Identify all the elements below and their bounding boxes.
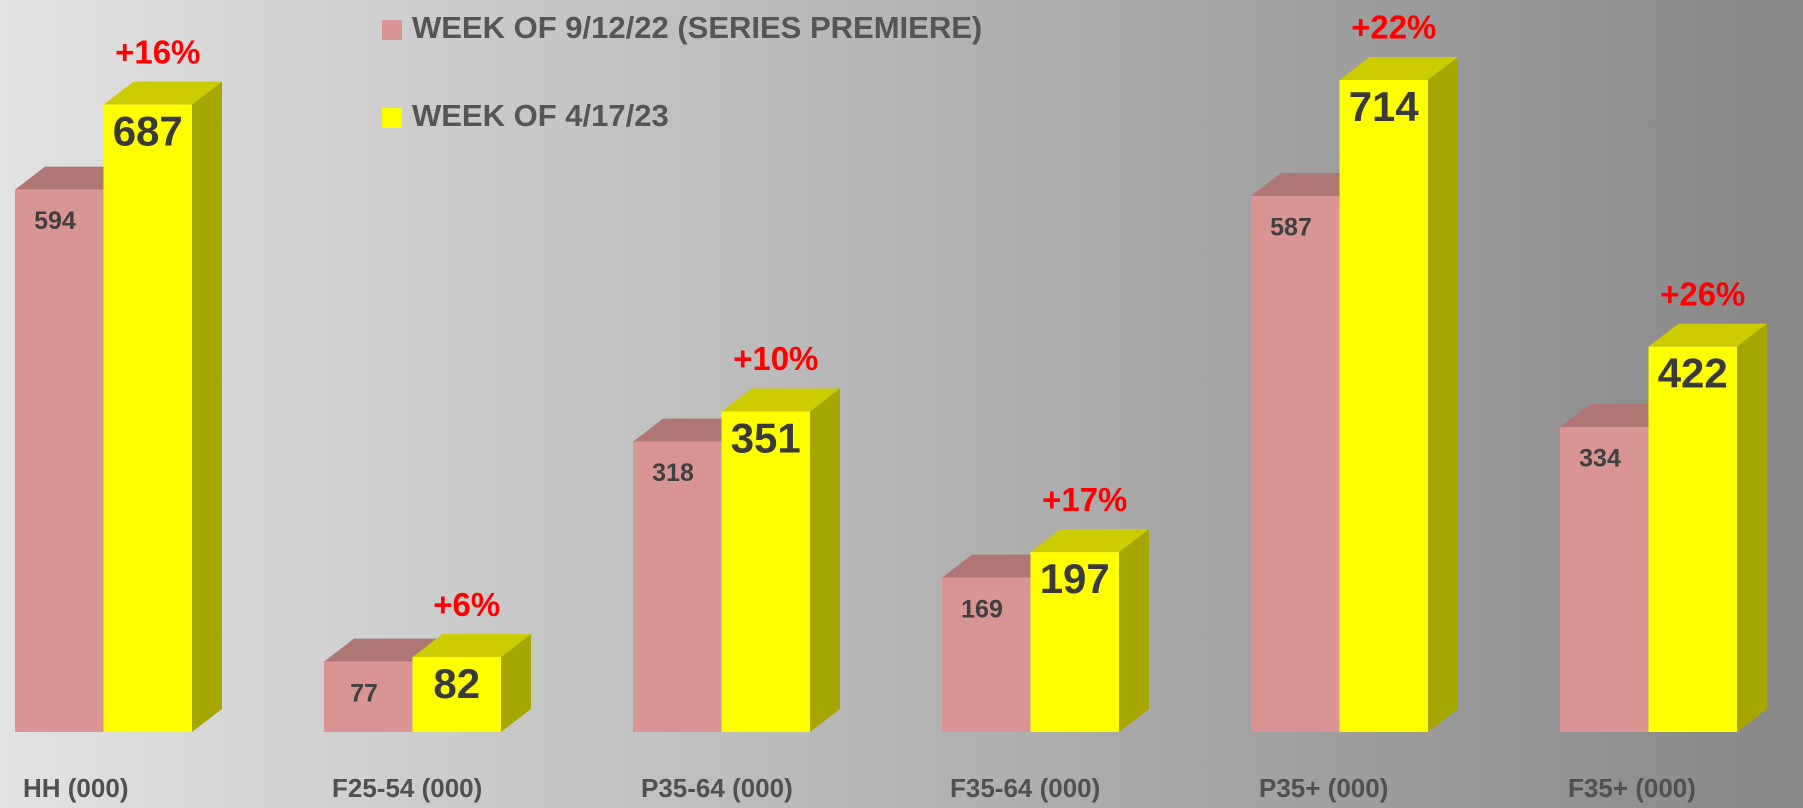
bar-front — [1339, 80, 1428, 732]
value-label: 82 — [433, 660, 480, 707]
bar-top — [103, 81, 222, 105]
bar-front — [103, 104, 192, 733]
bar-front — [1560, 427, 1649, 732]
bar — [412, 634, 531, 732]
value-label: 351 — [731, 415, 801, 462]
value-label: 687 — [113, 108, 183, 155]
bar-side — [1737, 323, 1767, 732]
legend-label: WEEK OF 4/17/23 — [412, 98, 669, 133]
bar — [1648, 323, 1767, 732]
annotation: +6% — [433, 586, 500, 623]
legend-label: WEEK OF 9/12/22 (SERIES PREMIERE) — [412, 10, 982, 45]
annotation: +22% — [1351, 9, 1436, 46]
annotation: +17% — [1042, 481, 1127, 518]
x-tick-label: F35-64 (000) — [950, 773, 1100, 803]
value-label: 594 — [34, 207, 76, 235]
bar-top — [1339, 57, 1458, 80]
annotation: +10% — [733, 340, 818, 377]
x-tick-label: F25-54 (000) — [332, 773, 482, 803]
bar-front — [324, 661, 413, 732]
bar-front — [412, 657, 501, 732]
bar-top — [1648, 323, 1767, 347]
bar-front — [1251, 195, 1340, 732]
x-tick-label: F35+ (000) — [1568, 773, 1696, 803]
bar — [721, 388, 840, 732]
x-tick-label: HH (000) — [23, 773, 128, 803]
annotation: +26% — [1660, 275, 1745, 312]
value-label: 587 — [1270, 214, 1312, 242]
bar-front — [1030, 552, 1119, 732]
bar-top — [324, 638, 443, 662]
value-label: 169 — [961, 595, 1003, 623]
bar-top — [1030, 529, 1149, 553]
bar-front — [942, 577, 1031, 732]
value-label: 334 — [1579, 445, 1621, 473]
legend-swatch — [382, 108, 402, 128]
legend-swatch — [382, 20, 402, 40]
bar-front — [1648, 346, 1737, 732]
bar-front — [633, 441, 722, 732]
bar-front — [15, 189, 104, 732]
bar-side — [810, 388, 840, 732]
bar-side — [1428, 57, 1458, 732]
bar-front — [721, 411, 810, 732]
x-tick-label: P35-64 (000) — [641, 773, 793, 803]
annotation: +16% — [115, 33, 200, 70]
bar — [1339, 57, 1458, 732]
value-label: 714 — [1349, 83, 1420, 130]
value-label: 422 — [1658, 350, 1728, 397]
value-label: 197 — [1040, 555, 1110, 602]
bar — [15, 166, 134, 732]
bar-side — [501, 634, 531, 732]
bar — [324, 638, 443, 732]
x-tick-label: P35+ (000) — [1259, 773, 1388, 803]
bar — [103, 81, 222, 733]
value-label: 318 — [652, 459, 694, 487]
bar — [942, 554, 1061, 732]
bar — [1030, 529, 1149, 732]
bar-top — [412, 634, 531, 658]
bar-side — [192, 81, 222, 733]
bar-side — [1119, 529, 1149, 732]
bar-top — [721, 388, 840, 412]
value-label: 77 — [350, 679, 378, 707]
